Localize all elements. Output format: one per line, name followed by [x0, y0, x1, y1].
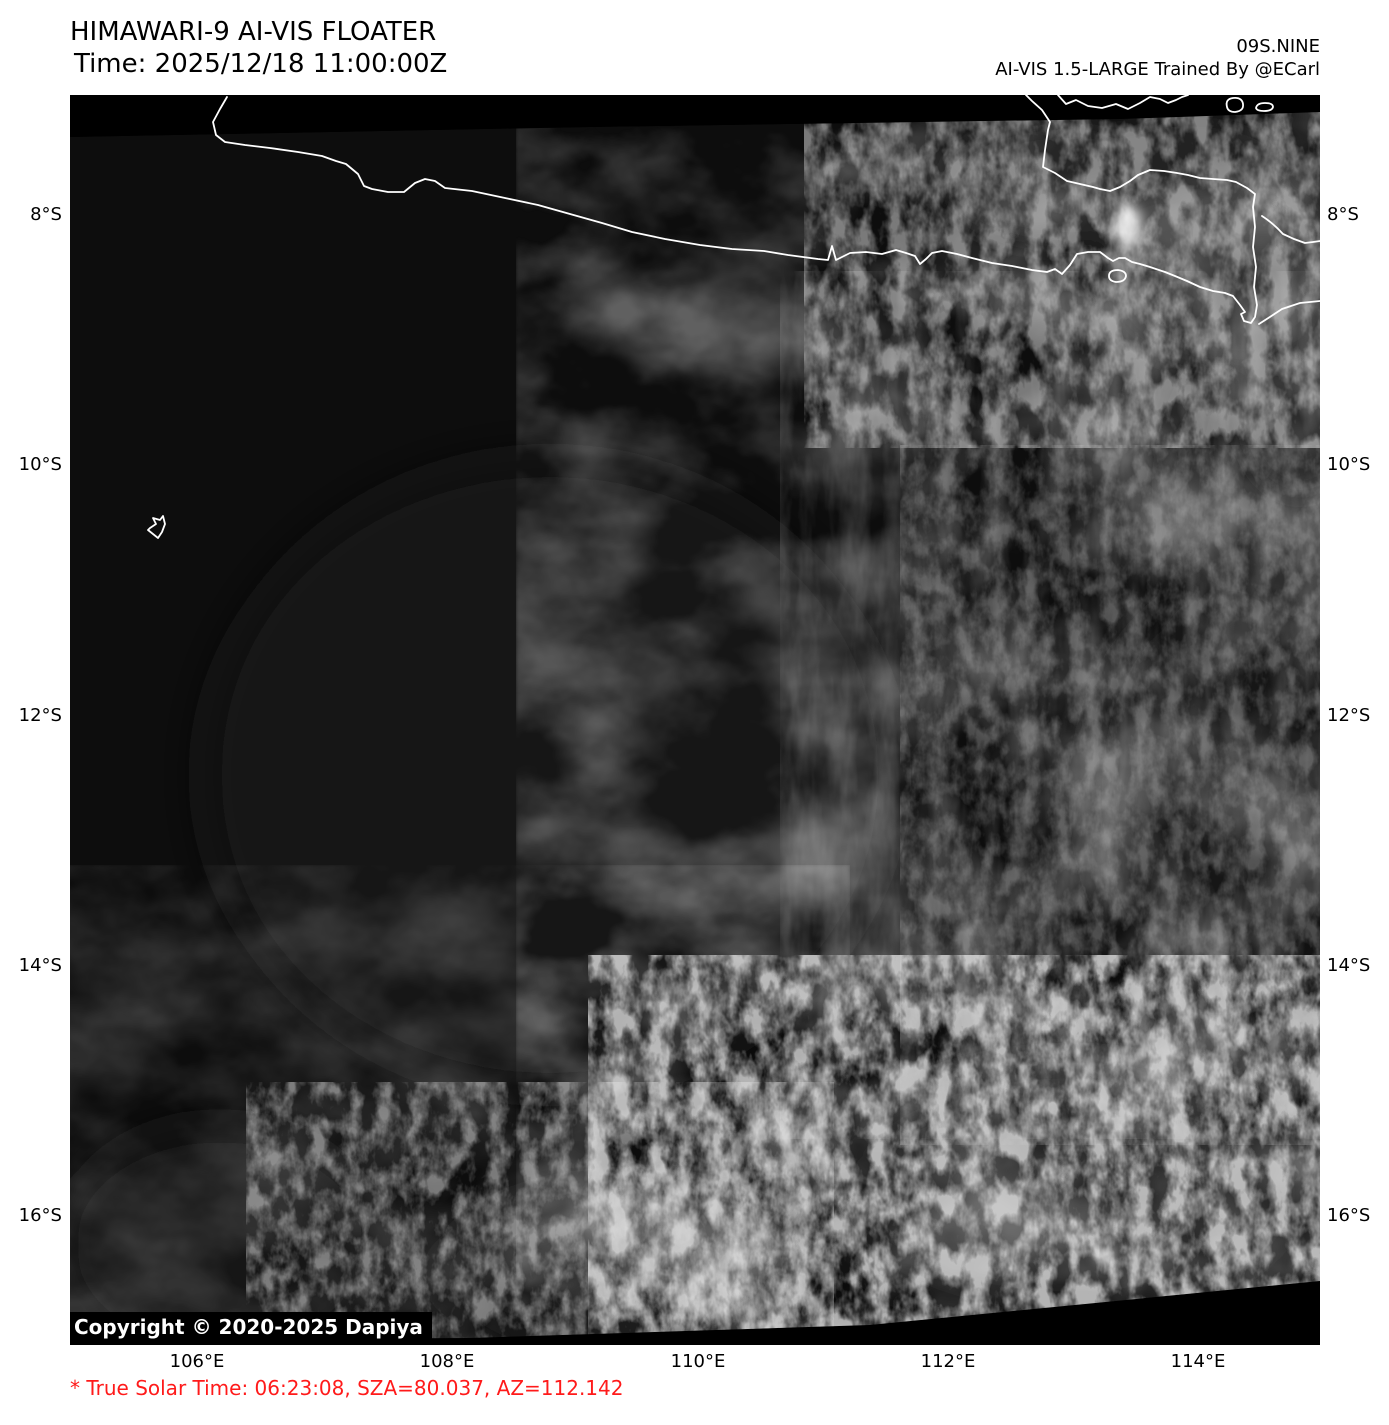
cloud-texture-group — [70, 112, 1320, 1340]
lon-axis-label: 106°E — [169, 1351, 225, 1372]
coastline-bali-north — [1261, 215, 1320, 244]
island-nusa-barung — [1108, 269, 1127, 283]
satellite-image — [70, 95, 1320, 1345]
lon-axis-label: 114°E — [1170, 1351, 1226, 1372]
bright-cloud-spots — [514, 144, 1310, 1310]
lon-axis-label: 108°E — [419, 1351, 475, 1372]
lat-axis-label: 16°S — [18, 1205, 62, 1226]
cloud-layer — [710, 1015, 1320, 1315]
lat-axis-label: 8°S — [1327, 204, 1359, 225]
lat-axis-label: 12°S — [18, 705, 62, 726]
coastline-java — [212, 95, 1258, 324]
lat-axis-label: 16°S — [1327, 1205, 1371, 1226]
lat-axis-label: 10°S — [1327, 454, 1371, 475]
storm-id-label: 09S.NINE — [1236, 36, 1320, 57]
page-title: HIMAWARI-9 AI-VIS FLOATER — [70, 17, 437, 47]
model-credit-label: AI-VIS 1.5-LARGE Trained By @ECarl — [995, 59, 1320, 80]
lat-axis-label: 8°S — [30, 204, 62, 225]
island-christmas — [147, 515, 166, 539]
cloud-layer — [330, 1125, 750, 1340]
satellite-map — [70, 95, 1320, 1345]
cloud-layer — [970, 545, 1320, 1045]
time-label: Time: 2025/12/18 11:00:00Z — [74, 49, 448, 79]
lon-axis-label: 112°E — [920, 1351, 976, 1372]
lat-axis-label: 12°S — [1327, 705, 1371, 726]
island-sapudi — [1255, 102, 1274, 112]
lat-axis-label: 14°S — [1327, 955, 1371, 976]
header-right-block: 09S.NINE AI-VIS 1.5-LARGE Trained By @EC… — [995, 35, 1320, 81]
coastline-madura — [1057, 95, 1189, 110]
island-kangean — [1225, 96, 1244, 113]
lon-axis-label: 110°E — [670, 1351, 726, 1372]
lat-axis-label: 14°S — [18, 955, 62, 976]
coastline-bali-south — [1258, 300, 1320, 325]
solar-time-note: * True Solar Time: 06:23:08, SZA=80.037,… — [70, 1376, 624, 1400]
cloud-layer — [890, 112, 1320, 392]
lat-axis-label: 10°S — [18, 454, 62, 475]
copyright-badge: Copyright © 2020-2025 Dapiya — [70, 1312, 432, 1344]
